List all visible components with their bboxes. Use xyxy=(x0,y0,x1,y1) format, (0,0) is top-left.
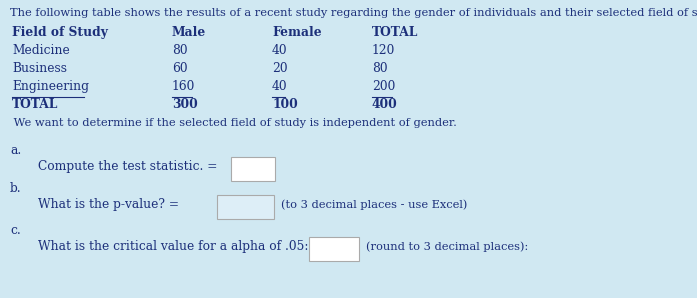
Text: Compute the test statistic. =: Compute the test statistic. = xyxy=(38,160,217,173)
Text: Female: Female xyxy=(272,26,321,39)
Text: 80: 80 xyxy=(372,62,388,75)
Text: TOTAL: TOTAL xyxy=(12,98,59,111)
Text: (to 3 decimal places - use Excel): (to 3 decimal places - use Excel) xyxy=(281,199,468,210)
FancyBboxPatch shape xyxy=(231,157,275,181)
Text: 400: 400 xyxy=(372,98,398,111)
Text: 60: 60 xyxy=(172,62,187,75)
Text: Business: Business xyxy=(12,62,67,75)
Text: 160: 160 xyxy=(172,80,195,93)
Text: (round to 3 decimal places):: (round to 3 decimal places): xyxy=(366,241,528,252)
Text: The following table shows the results of a recent study regarding the gender of : The following table shows the results of… xyxy=(10,8,697,18)
Text: Male: Male xyxy=(172,26,206,39)
FancyBboxPatch shape xyxy=(309,237,359,261)
Text: What is the p-value? =: What is the p-value? = xyxy=(38,198,179,211)
Text: 100: 100 xyxy=(272,98,298,111)
Text: Field of Study: Field of Study xyxy=(12,26,108,39)
Text: 20: 20 xyxy=(272,62,288,75)
Text: Medicine: Medicine xyxy=(12,44,70,57)
Text: a.: a. xyxy=(10,144,21,157)
Text: We want to determine if the selected field of study is independent of gender.: We want to determine if the selected fie… xyxy=(10,118,457,128)
Text: 80: 80 xyxy=(172,44,187,57)
Text: TOTAL: TOTAL xyxy=(372,26,418,39)
Text: 300: 300 xyxy=(172,98,198,111)
Text: c.: c. xyxy=(10,224,21,237)
Text: 200: 200 xyxy=(372,80,395,93)
Text: Engineering: Engineering xyxy=(12,80,89,93)
Text: What is the critical value for a alpha of .05:: What is the critical value for a alpha o… xyxy=(38,240,309,253)
Text: 40: 40 xyxy=(272,80,288,93)
FancyBboxPatch shape xyxy=(217,195,274,219)
Text: 120: 120 xyxy=(372,44,395,57)
Text: b.: b. xyxy=(10,182,22,195)
Text: 40: 40 xyxy=(272,44,288,57)
